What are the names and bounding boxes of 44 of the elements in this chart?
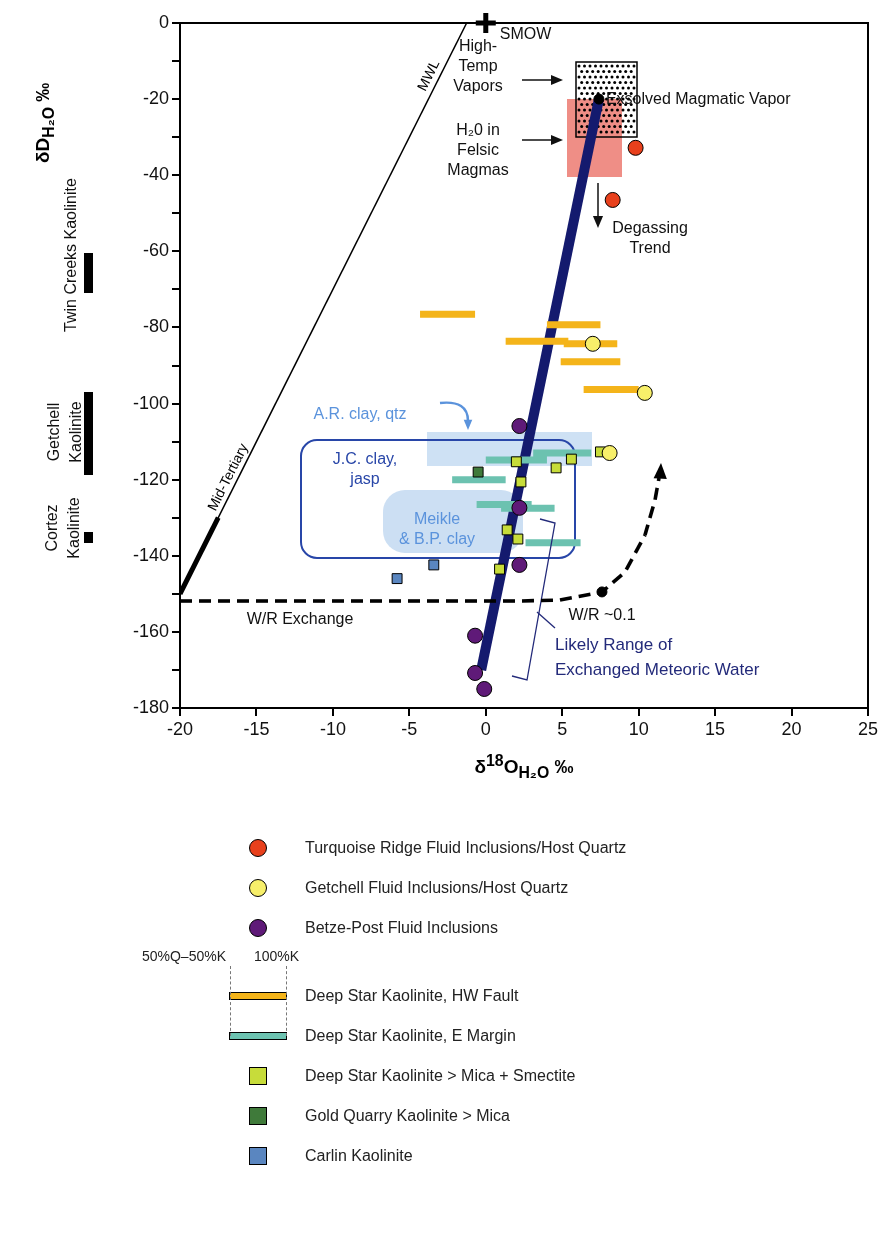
y-tick-label: -180 [132, 696, 169, 717]
x-tick-label: 0 [480, 718, 491, 739]
y-tick-label: 0 [158, 11, 169, 32]
annotation: W/R Exchange [246, 610, 354, 628]
text: Twin Creeks Kaolinite [62, 177, 80, 332]
annotation: Likely Range of Exchanged Meteoric Water [555, 635, 760, 680]
text: Getchell Kaolinite [45, 401, 85, 463]
legend-label: Deep Star Kaolinite, HW Fault [305, 987, 519, 1005]
y-tick-label: -40 [142, 164, 169, 185]
text: 50%Q–50%K [140, 948, 226, 964]
annotation: A.R. clay, qtz [313, 405, 407, 423]
legend-label: Getchell Fluid Inclusions/Host Quartz [305, 879, 569, 897]
x-tick-label: -10 [319, 718, 346, 739]
annotation: Meikle & B.P. clay [398, 510, 476, 548]
annotation: W/R ~0.1 [568, 606, 636, 624]
legend-label: Turquoise Ridge Fluid Inclusions/Host Quartz [305, 839, 627, 857]
annotation: J.C. clay, jasp [332, 450, 398, 488]
x-tick-label: 15 [705, 718, 726, 739]
x-tick-label: -20 [166, 718, 194, 739]
legend-label: Carlin Kaolinite [305, 1147, 413, 1165]
annotation: SMOW [499, 25, 553, 43]
legend-label: Deep Star Kaolinite > Mica + Smectite [305, 1067, 576, 1085]
text: Cortez Kaolinite [43, 497, 83, 559]
x-tick-label: 5 [557, 718, 568, 739]
annotation: H₂0 in Felsic Magmas [447, 121, 509, 179]
y-tick-label: -160 [132, 620, 169, 641]
legend-label: Betze-Post Fluid Inclusions [305, 919, 498, 937]
legend-label: Deep Star Kaolinite, E Margin [305, 1027, 516, 1045]
x-tick-label: 20 [781, 718, 802, 739]
legend-label: Gold Quarry Kaolinite > Mica [305, 1107, 510, 1125]
text: MWL [413, 56, 443, 94]
y-tick-label: -20 [142, 88, 169, 109]
x-tick-label: 25 [857, 718, 879, 739]
x-tick-label: -5 [401, 718, 418, 739]
x-tick-label: -15 [243, 718, 270, 739]
y-tick-label: -140 [132, 544, 169, 565]
x-axis-title: δ$^{18}$O$_{H₂O}$ ‰ [473, 752, 575, 783]
annotation: Degassing Trend [612, 219, 688, 257]
y-tick-label: -60 [142, 240, 169, 261]
x-tick-label: 10 [628, 718, 649, 739]
y-tick-label: -100 [132, 392, 169, 413]
y-tick-label: -120 [132, 468, 169, 489]
text: 100%K [254, 948, 300, 964]
y-tick-label: -80 [142, 316, 169, 337]
